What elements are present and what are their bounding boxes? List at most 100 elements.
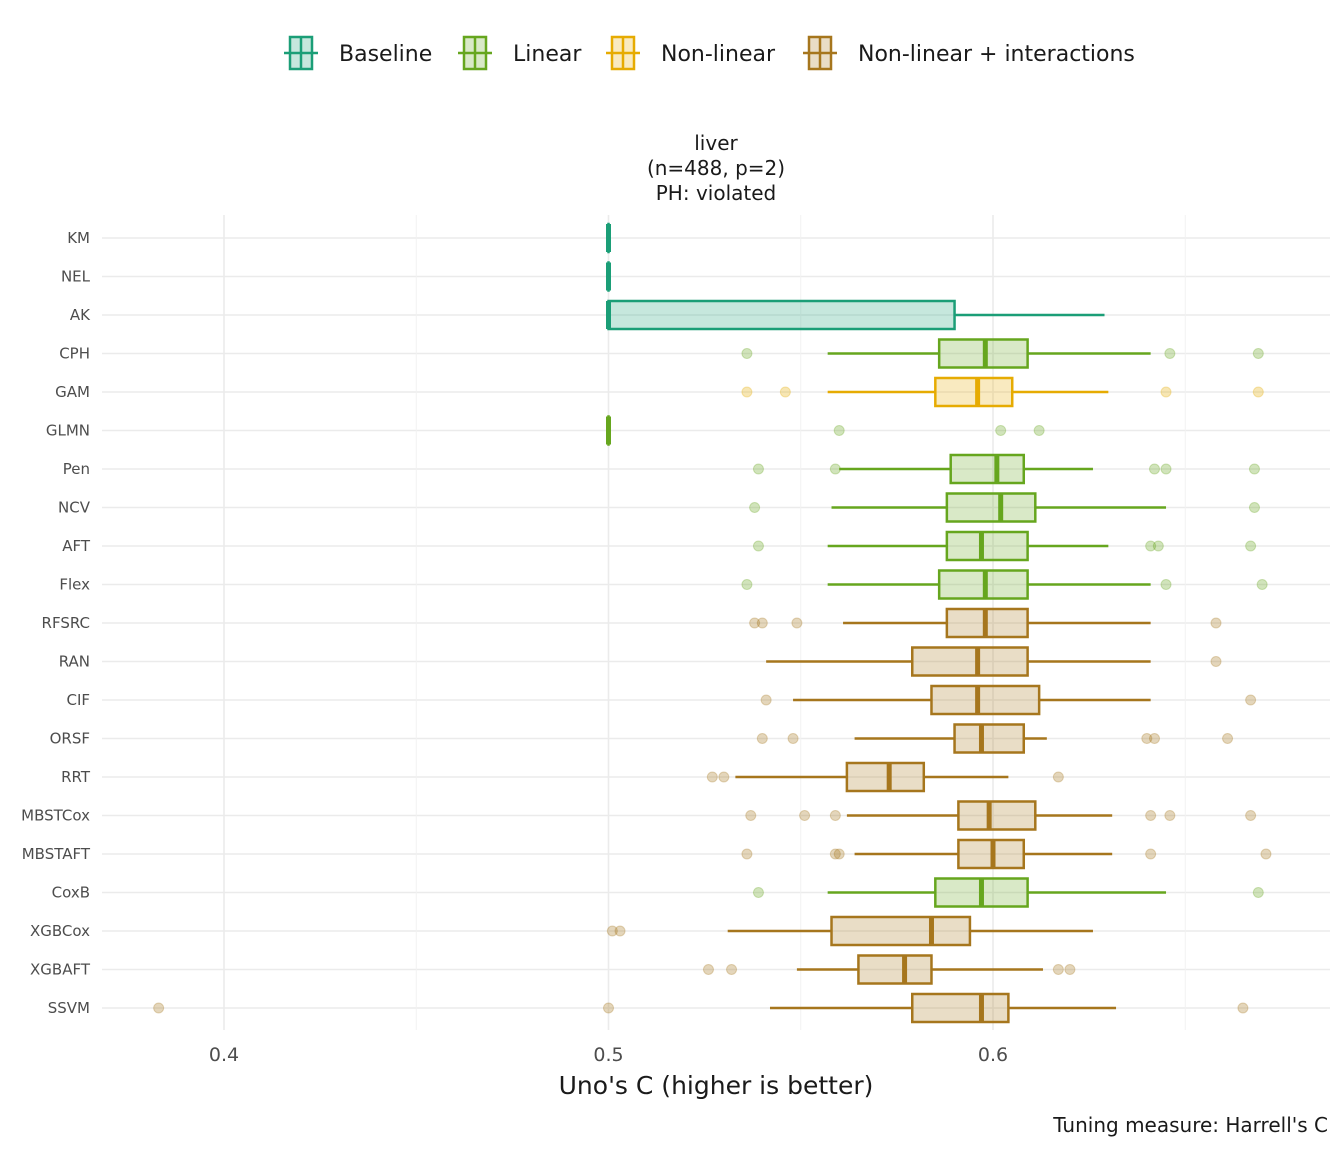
legend-key <box>606 35 640 71</box>
iqr-box <box>607 299 956 331</box>
box-rrt <box>706 761 1064 793</box>
outlier-point <box>1256 579 1268 590</box>
outlier-point <box>706 771 718 783</box>
outlier-point <box>1052 771 1064 783</box>
y-tick-label: GAM <box>55 383 90 401</box>
iqr-box <box>930 684 1041 716</box>
y-tick-label: GLMN <box>46 422 90 440</box>
outlier-point <box>1248 502 1260 513</box>
box-xgbaft <box>702 954 1076 985</box>
box-flex <box>741 569 1268 600</box>
facet-title-line-2: (n=488, p=2) <box>647 156 785 180</box>
y-tick-label: CPH <box>59 345 90 363</box>
outlier-point <box>1248 463 1260 475</box>
box-rfsrc <box>749 607 1222 639</box>
outlier-point <box>1222 733 1234 744</box>
outlier-point <box>1210 656 1222 667</box>
outlier-point <box>1252 348 1264 359</box>
outlier-point <box>829 810 841 821</box>
y-axis: KM NEL AK CPH GAM GLMN Pen NCV AFT Flex RFSRC RAN CI… <box>21 229 91 1017</box>
legend-label: Non-linear + interactions <box>858 42 1135 67</box>
outlier-point <box>749 502 761 513</box>
box-ak <box>606 299 1105 331</box>
iqr-box <box>949 453 1026 485</box>
iqr-box <box>845 761 926 793</box>
y-tick-label: Pen <box>63 460 90 478</box>
box-xgbcox <box>606 915 1093 947</box>
iqr-box <box>830 915 972 947</box>
outlier-point <box>779 386 791 398</box>
y-tick-label: Flex <box>59 576 90 594</box>
outlier-point <box>603 1002 614 1014</box>
outlier-point <box>829 848 841 860</box>
caption: Tuning measure: Harrell's C <box>1052 1113 1328 1137</box>
plot-area <box>153 222 1272 1024</box>
outlier-point <box>741 579 753 590</box>
outlier-point <box>726 964 738 975</box>
box-glmn <box>606 415 1045 446</box>
outlier-point <box>1052 964 1064 975</box>
x-axis: 0.4 0.5 0.6 <box>209 1044 1008 1066</box>
y-tick-label: ORSF <box>50 730 90 748</box>
outlier-point <box>1210 617 1222 629</box>
outlier-point <box>1033 425 1045 436</box>
outlier-point <box>606 925 618 937</box>
box-coxb <box>752 877 1264 908</box>
iqr-box <box>953 723 1026 754</box>
y-tick-label: XGBAFT <box>30 961 91 979</box>
iqr-box <box>911 646 1029 677</box>
iqr-box <box>857 954 933 985</box>
outlier-point <box>787 733 799 744</box>
box-ssvm <box>153 992 1249 1024</box>
outlier-point <box>749 617 761 629</box>
legend-key <box>803 35 837 71</box>
outlier-point <box>741 386 753 398</box>
outlier-point <box>1245 694 1257 706</box>
legend-label: Baseline <box>339 42 432 67</box>
y-tick-label: RAN <box>59 653 90 671</box>
outlier-point <box>614 925 626 937</box>
outlier-point <box>702 964 714 975</box>
box-aft <box>752 530 1257 562</box>
outlier-point <box>756 733 768 744</box>
outlier-point <box>1145 848 1157 860</box>
outlier-point <box>153 1002 165 1014</box>
y-tick-label: CoxB <box>52 884 90 902</box>
outlier-point <box>1152 540 1164 552</box>
outlier-point <box>829 463 841 475</box>
outlier-point <box>1252 386 1264 398</box>
outlier-point <box>1160 386 1172 398</box>
y-tick-label: AK <box>70 306 91 324</box>
outlier-point <box>741 348 753 359</box>
outlier-point <box>791 617 803 629</box>
y-tick-label: AFT <box>62 537 91 555</box>
legend-key <box>458 35 492 71</box>
outlier-point <box>752 887 764 898</box>
x-tick-label: 0.4 <box>209 1044 239 1066</box>
y-tick-label: NEL <box>61 268 91 286</box>
x-axis-label: Uno's C (higher is better) <box>559 1071 874 1100</box>
legend-item-non-linear-interactions: Non-linear + interactions <box>803 35 1135 71</box>
y-tick-label: MBSTCox <box>21 807 90 825</box>
iqr-box <box>957 800 1037 831</box>
iqr-box <box>945 492 1037 523</box>
outlier-point <box>1141 733 1153 744</box>
box-cph <box>741 338 1264 369</box>
box-mbstcox <box>745 800 1257 831</box>
iqr-box <box>945 530 1029 562</box>
outlier-point <box>1164 348 1176 359</box>
outlier-point <box>741 848 753 860</box>
legend-label: Non-linear <box>661 42 776 67</box>
x-tick-label: 0.6 <box>978 1044 1008 1066</box>
legend-label: Linear <box>513 42 582 67</box>
outlier-point <box>1148 733 1160 744</box>
box-pen <box>752 453 1260 485</box>
y-tick-label: RRT <box>61 768 91 786</box>
outlier-point <box>718 771 730 783</box>
outlier-point <box>756 617 768 629</box>
y-tick-label: RFSRC <box>42 614 90 632</box>
outlier-point <box>1160 579 1172 590</box>
legend-key <box>284 35 318 71</box>
outlier-point <box>745 810 757 821</box>
